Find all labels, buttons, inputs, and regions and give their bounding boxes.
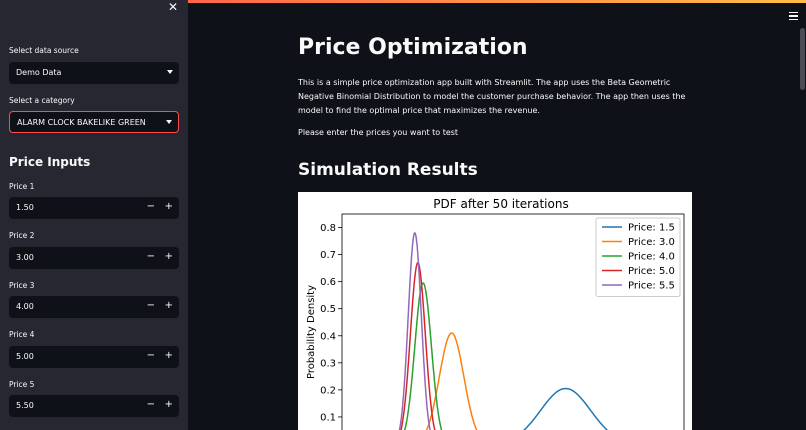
decrement-button[interactable]: − [146, 201, 155, 212]
sidebar: ✕ Select data source Demo Data Select a … [0, 0, 188, 430]
price-3-value: 4.00 [16, 302, 34, 311]
series-line-5 [398, 231, 431, 430]
legend-label: Price: 5.0 [628, 266, 675, 277]
category-select[interactable]: ALARM CLOCK BAKELIKE GREEN [9, 111, 179, 133]
y-tick-label: 0.5 [320, 304, 336, 315]
decrement-button[interactable]: − [146, 399, 155, 410]
increment-button[interactable]: + [164, 350, 173, 361]
section-title: Simulation Results [298, 160, 478, 180]
data-source-label: Select data source [9, 46, 79, 55]
price-1-value: 1.50 [16, 203, 34, 212]
price-1-input[interactable]: 1.50 − + [9, 197, 179, 219]
price-2-value: 3.00 [16, 253, 34, 262]
price-2-label: Price 2 [9, 231, 35, 240]
price-5-value: 5.50 [16, 401, 34, 410]
price-3-label: Price 3 [9, 281, 35, 290]
increment-button[interactable]: + [164, 300, 173, 311]
price-5-label: Price 5 [9, 380, 35, 389]
y-tick-label: 0.2 [320, 385, 336, 396]
simulation-chart: PDF after 50 iterations Probability Dens… [298, 192, 692, 430]
category-value: ALARM CLOCK BAKELIKE GREEN [17, 118, 146, 127]
data-source-select[interactable]: Demo Data [9, 62, 179, 84]
chart-svg: PDF after 50 iterations Probability Dens… [306, 197, 685, 430]
decrement-button[interactable]: − [146, 251, 155, 262]
series-line-2 [425, 332, 478, 430]
y-tick-label: 0.4 [320, 331, 336, 342]
description-text: This is a simple price optimization app … [298, 78, 686, 115]
scrollbar[interactable] [800, 28, 805, 90]
legend-label: Price: 1.5 [628, 223, 675, 234]
close-sidebar-icon[interactable]: ✕ [168, 0, 179, 14]
price-4-label: Price 4 [9, 330, 35, 339]
chevron-down-icon [166, 120, 172, 124]
series-line-1 [523, 387, 609, 430]
price-2-input[interactable]: 3.00 − + [9, 247, 179, 269]
series-line-3 [403, 282, 443, 430]
legend-label: Price: 5.5 [628, 281, 675, 292]
y-tick-label: 0.3 [320, 358, 336, 369]
price-3-input[interactable]: 4.00 − + [9, 296, 179, 318]
chevron-down-icon [167, 70, 173, 74]
data-source-value: Demo Data [16, 68, 62, 77]
increment-button[interactable]: + [164, 251, 173, 262]
prompt-text: Please enter the prices you want to test [298, 128, 459, 137]
hamburger-menu-icon[interactable] [789, 12, 798, 22]
decrement-button[interactable]: − [146, 300, 155, 311]
y-tick-label: 0.7 [320, 250, 336, 261]
increment-button[interactable]: + [164, 201, 173, 212]
page-title: Price Optimization [298, 35, 528, 60]
price-4-value: 5.00 [16, 352, 34, 361]
increment-button[interactable]: + [164, 399, 173, 410]
y-tick-label: 0.6 [320, 277, 336, 288]
price-1-label: Price 1 [9, 182, 35, 191]
main-content: Price Optimization This is a simple pric… [188, 0, 806, 430]
plot-frame [341, 213, 685, 430]
legend-label: Price: 3.0 [628, 237, 675, 248]
legend-box [595, 217, 681, 297]
category-label: Select a category [9, 96, 75, 105]
decrement-button[interactable]: − [146, 350, 155, 361]
price-4-input[interactable]: 5.00 − + [9, 346, 179, 368]
y-tick-label: 0.1 [320, 412, 336, 423]
series-line-4 [400, 261, 436, 430]
price-inputs-heading: Price Inputs [9, 155, 91, 169]
y-tick-label: 0.8 [320, 223, 336, 234]
price-5-input[interactable]: 5.50 − + [9, 395, 179, 417]
legend-label: Price: 4.0 [628, 252, 675, 263]
y-axis-label: Probability Density [306, 285, 317, 379]
top-decoration-bar [0, 0, 806, 3]
chart-title: PDF after 50 iterations [433, 197, 568, 211]
